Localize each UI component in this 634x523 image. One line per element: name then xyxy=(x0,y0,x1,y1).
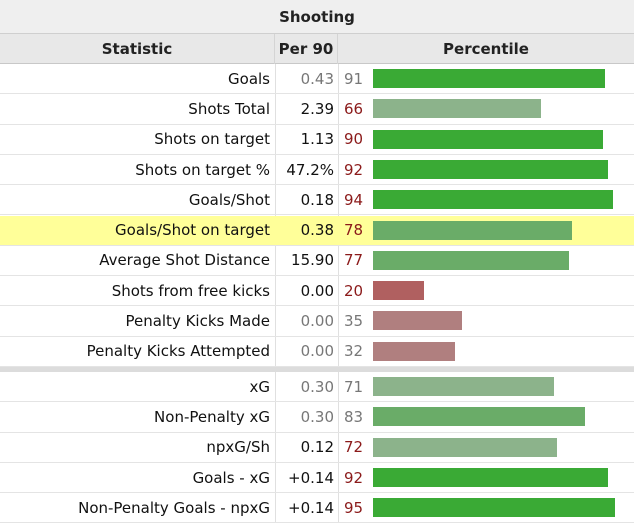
stat-label: Shots on target % xyxy=(135,160,270,179)
table-row[interactable]: Goals 0.43 91 xyxy=(0,64,634,95)
per90-value: +0.14 xyxy=(288,468,334,487)
stat-label: npxG/Sh xyxy=(206,438,270,457)
stat-label: Goals/Shot on target xyxy=(115,221,270,240)
percentile-bar xyxy=(373,377,555,396)
per90-value: 0.38 xyxy=(300,221,334,240)
group-divider xyxy=(0,367,634,372)
table-row[interactable]: Average Shot Distance 15.90 77 xyxy=(0,246,634,277)
stat-label: Goals/Shot xyxy=(188,190,270,209)
table-caption: Shooting xyxy=(0,0,634,34)
stat-label: Non-Penalty Goals - npxG xyxy=(78,498,270,517)
percentile-label: 71 xyxy=(344,377,364,396)
stat-label: Shots on target xyxy=(154,130,270,149)
header-per90[interactable]: Per 90 xyxy=(275,34,338,64)
percentile-label: 77 xyxy=(344,251,364,270)
percentile-bar xyxy=(373,250,570,270)
table-row[interactable]: npxG/Sh 0.12 72 xyxy=(0,433,634,463)
percentile-bar xyxy=(373,69,606,88)
percentile-label: 92 xyxy=(344,468,364,487)
percentile-bar xyxy=(373,407,585,427)
percentile-label: 92 xyxy=(344,160,364,179)
per90-value: 0.30 xyxy=(300,407,334,426)
percentile-bar xyxy=(373,190,613,210)
stat-label: xG xyxy=(249,377,270,396)
per90-value: 2.39 xyxy=(300,99,334,118)
percentile-label: 35 xyxy=(344,312,364,331)
per90-value: 0.18 xyxy=(300,190,334,209)
percentile-bar xyxy=(373,159,608,179)
percentile-bar xyxy=(373,498,616,518)
percentile-bar xyxy=(373,341,455,361)
percentile-label: 91 xyxy=(344,69,364,88)
stat-label: Shots from free kicks xyxy=(111,281,270,300)
table-row[interactable]: Non-Penalty Goals - npxG +0.14 95 xyxy=(0,493,634,523)
per90-value: 0.43 xyxy=(300,69,334,88)
stat-label: Shots Total xyxy=(188,99,270,118)
per90-value: 1.13 xyxy=(300,130,334,149)
table-header: Statistic Per 90 Percentile xyxy=(0,34,634,64)
column-separator xyxy=(275,64,276,523)
percentile-bar xyxy=(373,311,463,331)
per90-value: 0.00 xyxy=(300,281,334,300)
stat-label: Goals - xG xyxy=(192,468,270,487)
percentile-label: 90 xyxy=(344,130,364,149)
per90-value: 0.30 xyxy=(300,377,334,396)
table-row[interactable]: Goals - xG +0.14 92 xyxy=(0,463,634,494)
percentile-label: 72 xyxy=(344,438,364,457)
header-statistic[interactable]: Statistic xyxy=(0,34,275,64)
table-row[interactable]: Non-Penalty xG 0.30 83 xyxy=(0,402,634,433)
percentile-label: 32 xyxy=(344,342,364,361)
table-row[interactable]: Goals/Shot on target 0.38 78 xyxy=(0,215,634,246)
table-row[interactable]: Goals/Shot 0.18 94 xyxy=(0,185,634,216)
header-percentile[interactable]: Percentile xyxy=(443,40,529,58)
per90-value: 47.2% xyxy=(286,160,334,179)
per90-value: +0.14 xyxy=(288,498,334,517)
per90-value: 0.12 xyxy=(300,438,334,457)
table-row[interactable]: Shots Total 2.39 66 xyxy=(0,94,634,125)
column-separator xyxy=(338,64,339,523)
percentile-bar xyxy=(373,467,608,487)
table-row[interactable]: Shots from free kicks 0.00 20 xyxy=(0,276,634,307)
per90-value: 0.00 xyxy=(300,342,334,361)
table-row[interactable]: Shots on target 1.13 90 xyxy=(0,125,634,155)
per90-value: 0.00 xyxy=(300,312,334,331)
percentile-bar xyxy=(373,281,424,301)
percentile-bar xyxy=(373,129,603,149)
percentile-label: 78 xyxy=(344,221,364,240)
stat-label: Penalty Kicks Attempted xyxy=(86,342,270,361)
percentile-label: 94 xyxy=(344,190,364,209)
stat-label: Non-Penalty xG xyxy=(154,407,270,426)
percentile-label: 66 xyxy=(344,99,364,118)
percentile-label: 20 xyxy=(344,281,364,300)
stat-label: Average Shot Distance xyxy=(99,251,270,270)
percentile-label: 95 xyxy=(344,498,364,517)
percentile-bar xyxy=(373,437,557,457)
table-row[interactable]: xG 0.30 71 xyxy=(0,372,634,403)
percentile-label: 83 xyxy=(344,407,364,426)
table-row[interactable]: Shots on target % 47.2% 92 xyxy=(0,155,634,186)
percentile-bar xyxy=(373,99,542,119)
per90-value: 15.90 xyxy=(291,251,334,270)
table-row[interactable]: Penalty Kicks Attempted 0.00 32 xyxy=(0,337,634,367)
stat-label: Goals xyxy=(228,69,270,88)
percentile-bar xyxy=(373,220,572,240)
stat-label: Penalty Kicks Made xyxy=(125,312,270,331)
table-row[interactable]: Penalty Kicks Made 0.00 35 xyxy=(0,306,634,337)
